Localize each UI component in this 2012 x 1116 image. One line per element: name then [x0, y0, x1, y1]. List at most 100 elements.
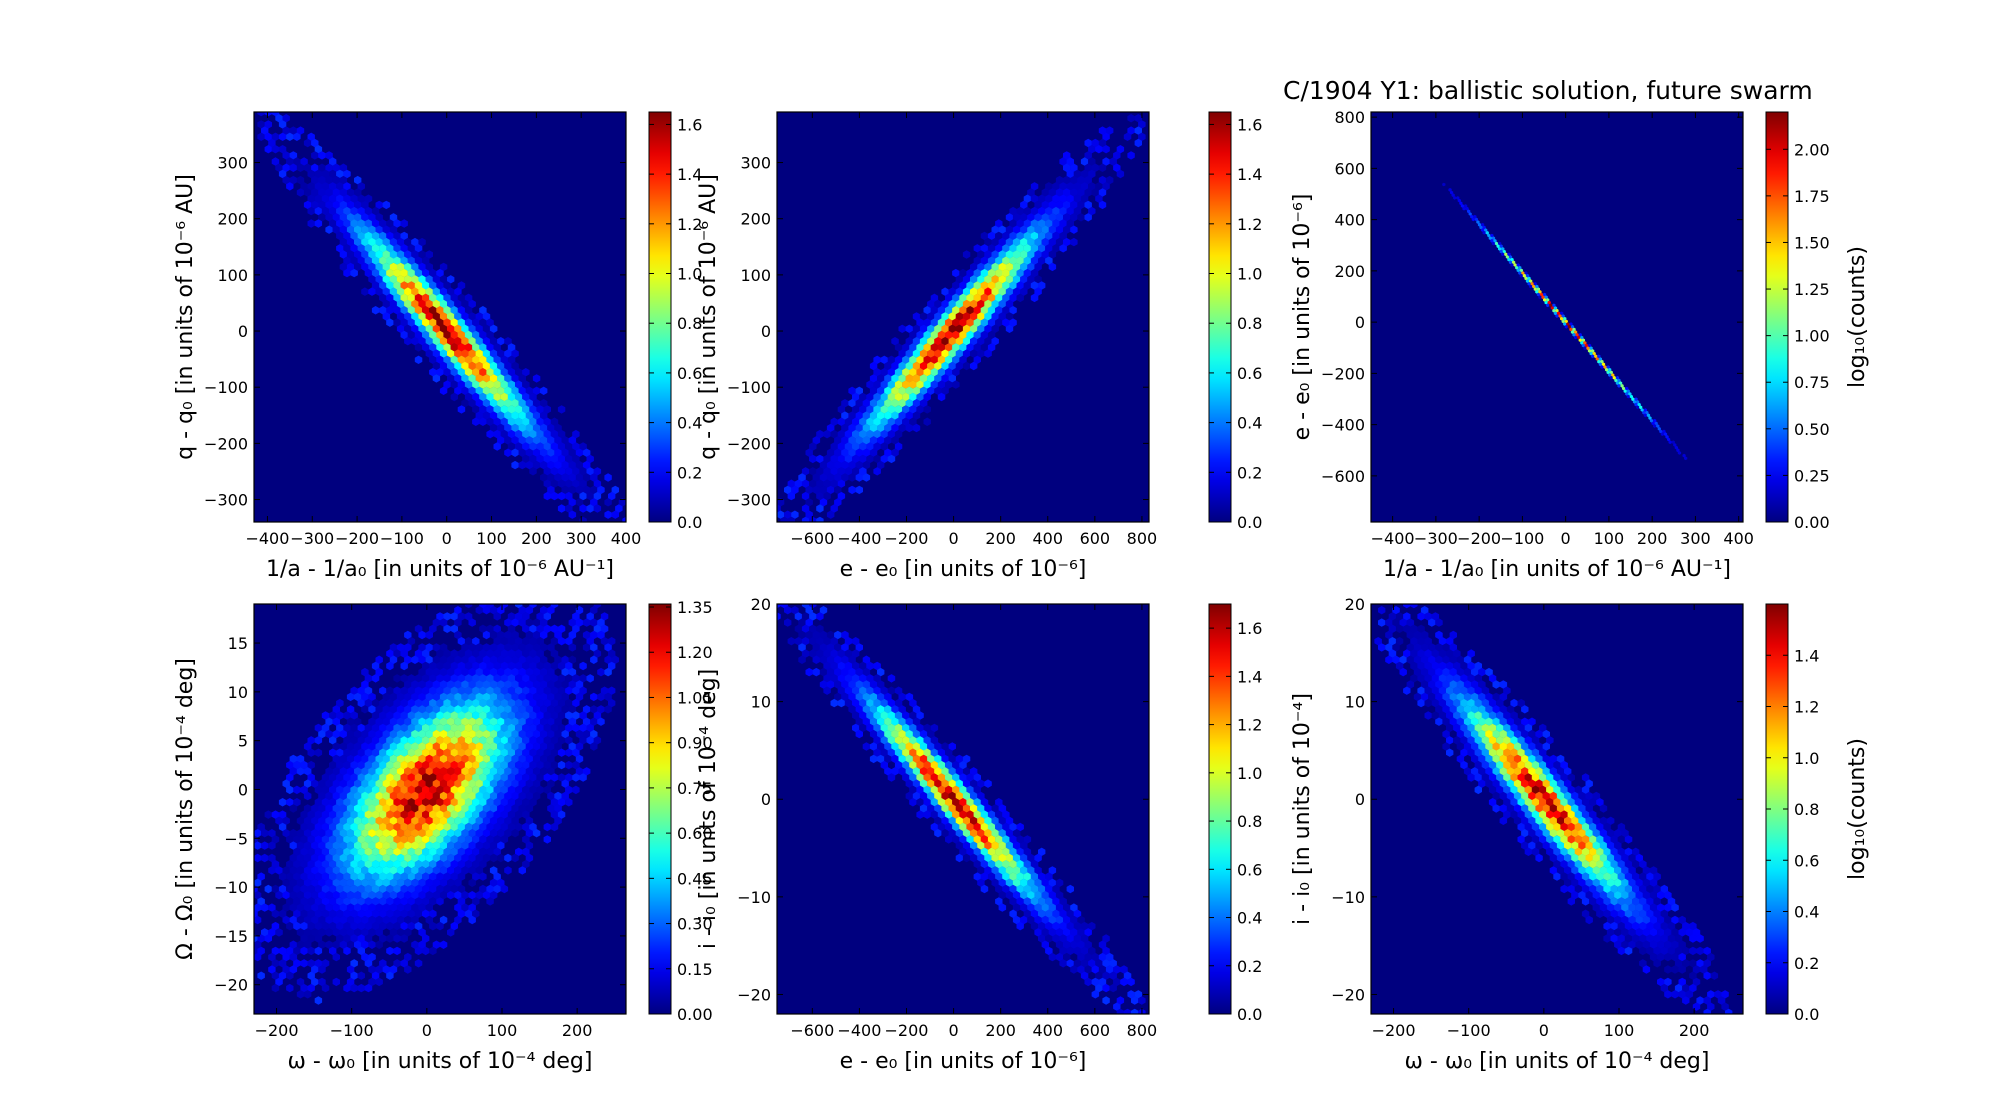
y-tick-label: −20 [737, 985, 771, 1004]
colorbar-gradient [649, 112, 671, 522]
y-tick-label: −100 [204, 378, 248, 397]
figure-title: C/1904 Y1: ballistic solution, future sw… [1283, 76, 1813, 105]
x-tick-label: 400 [1032, 529, 1063, 548]
colorbar: 0.000.250.500.751.001.251.501.752.00log₁… [1766, 112, 1870, 532]
y-axis-label: Ω - Ω₀ [in units of 10⁻⁴ deg] [173, 658, 198, 960]
y-tick-label: 600 [1334, 159, 1365, 178]
x-tick-label: 0 [948, 529, 958, 548]
x-tick-label: −100 [330, 1021, 374, 1040]
colorbar-tick-label: 1.0 [1237, 265, 1262, 284]
y-tick-label: 100 [217, 266, 248, 285]
colorbar-tick-label: 0.25 [1794, 466, 1830, 485]
y-tick-label: −600 [1321, 467, 1365, 486]
colorbar-tick-label: 1.50 [1794, 233, 1830, 252]
y-tick-label: 0 [761, 322, 771, 341]
colorbar-tick-label: 0.2 [1237, 463, 1262, 482]
x-tick-label: −100 [1500, 529, 1544, 548]
x-tick-label: 100 [487, 1021, 518, 1040]
colorbar: 0.00.20.40.60.81.01.21.41.6 [1209, 604, 1262, 1024]
x-tick-label: 200 [521, 529, 552, 548]
y-tick-label: 200 [1334, 262, 1365, 281]
colorbar-tick-label: 1.20 [677, 643, 713, 662]
colorbar-tick-label: 0.2 [677, 463, 702, 482]
x-tick-label: −400 [837, 529, 881, 548]
y-axis-label: i - i₀ [in units of 10⁻⁴ deg] [696, 669, 721, 949]
y-tick-label: 200 [217, 210, 248, 229]
x-tick-label: −200 [885, 1021, 929, 1040]
x-tick-label: 800 [1127, 529, 1158, 548]
colorbar-tick-label: 0.0 [677, 513, 702, 532]
x-tick-label: 400 [1032, 1021, 1063, 1040]
colorbar-gradient [1209, 604, 1231, 1014]
y-tick-label: 0 [238, 322, 248, 341]
colorbar-tick-label: 1.4 [1237, 165, 1262, 184]
x-tick-label: −200 [1457, 529, 1501, 548]
y-tick-label: 200 [740, 210, 771, 229]
y-tick-label: −200 [727, 434, 771, 453]
x-tick-label: 0 [948, 1021, 958, 1040]
colorbar-tick-label: 0.2 [1237, 957, 1262, 976]
x-tick-label: −600 [790, 1021, 834, 1040]
x-tick-label: 300 [566, 529, 597, 548]
x-tick-label: 800 [1127, 1021, 1158, 1040]
x-tick-label: −200 [255, 1021, 299, 1040]
x-tick-label: −400 [1371, 529, 1415, 548]
x-tick-label: 0 [422, 1021, 432, 1040]
y-tick-label: −300 [727, 491, 771, 510]
hex-cell [777, 523, 784, 531]
colorbar-tick-label: 0.00 [677, 1005, 713, 1024]
x-axis-label: 1/a - 1/a₀ [in units of 10⁻⁶ AU⁻¹] [1383, 557, 1731, 582]
colorbar-tick-label: 0.4 [1237, 414, 1262, 433]
x-tick-label: −600 [790, 529, 834, 548]
x-tick-label: 400 [1723, 529, 1754, 548]
x-axis-label: e - e₀ [in units of 10⁻⁶] [840, 557, 1087, 582]
y-tick-label: 0 [1355, 313, 1365, 332]
colorbar-tick-label: 0.4 [1237, 909, 1262, 928]
x-tick-label: 300 [1680, 529, 1711, 548]
y-tick-label: −200 [1321, 364, 1365, 383]
colorbar-tick-label: 0.00 [1794, 513, 1830, 532]
x-tick-label: 0 [1561, 529, 1571, 548]
y-tick-label: −20 [214, 976, 248, 995]
y-tick-label: 0 [238, 780, 248, 799]
y-tick-label: 800 [1334, 108, 1365, 127]
x-tick-label: −100 [380, 529, 424, 548]
colorbar-gradient [649, 604, 671, 1014]
x-tick-label: −400 [245, 529, 289, 548]
colorbar-tick-label: 1.6 [1237, 115, 1262, 134]
y-tick-label: −100 [727, 378, 771, 397]
colorbar: 0.00.20.40.60.81.01.21.41.6 [649, 112, 702, 532]
x-tick-label: 200 [562, 1021, 593, 1040]
y-tick-label: 300 [740, 154, 771, 173]
x-tick-label: −400 [837, 1021, 881, 1040]
x-tick-label: 200 [985, 529, 1016, 548]
x-tick-label: 200 [985, 1021, 1016, 1040]
y-tick-label: 10 [228, 683, 248, 702]
colorbar-tick-label: 1.2 [1237, 215, 1262, 234]
colorbar-tick-label: 0.0 [1237, 1005, 1262, 1024]
colorbar-tick-label: 0.75 [1794, 373, 1830, 392]
colorbar-tick-label: 0.0 [1237, 513, 1262, 532]
colorbar: 0.00.20.40.60.81.01.21.41.6 [1209, 112, 1262, 532]
colorbar-gradient [1766, 112, 1788, 522]
y-tick-label: −10 [737, 888, 771, 907]
y-tick-label: −300 [204, 491, 248, 510]
y-tick-label: −10 [214, 878, 248, 897]
x-axis-label: 1/a - 1/a₀ [in units of 10⁻⁶ AU⁻¹] [266, 557, 614, 582]
y-tick-label: −5 [224, 829, 248, 848]
colorbar-tick-label: 0.15 [677, 960, 713, 979]
colorbar-tick-label: 0.50 [1794, 420, 1830, 439]
y-tick-label: 400 [1334, 211, 1365, 230]
colorbar-tick-label: 0.8 [1237, 812, 1262, 831]
colorbar-gradient [1209, 112, 1231, 522]
colorbar-tick-label: 1.0 [1237, 764, 1262, 783]
y-tick-label: −200 [204, 434, 248, 453]
y-tick-label: 100 [740, 266, 771, 285]
